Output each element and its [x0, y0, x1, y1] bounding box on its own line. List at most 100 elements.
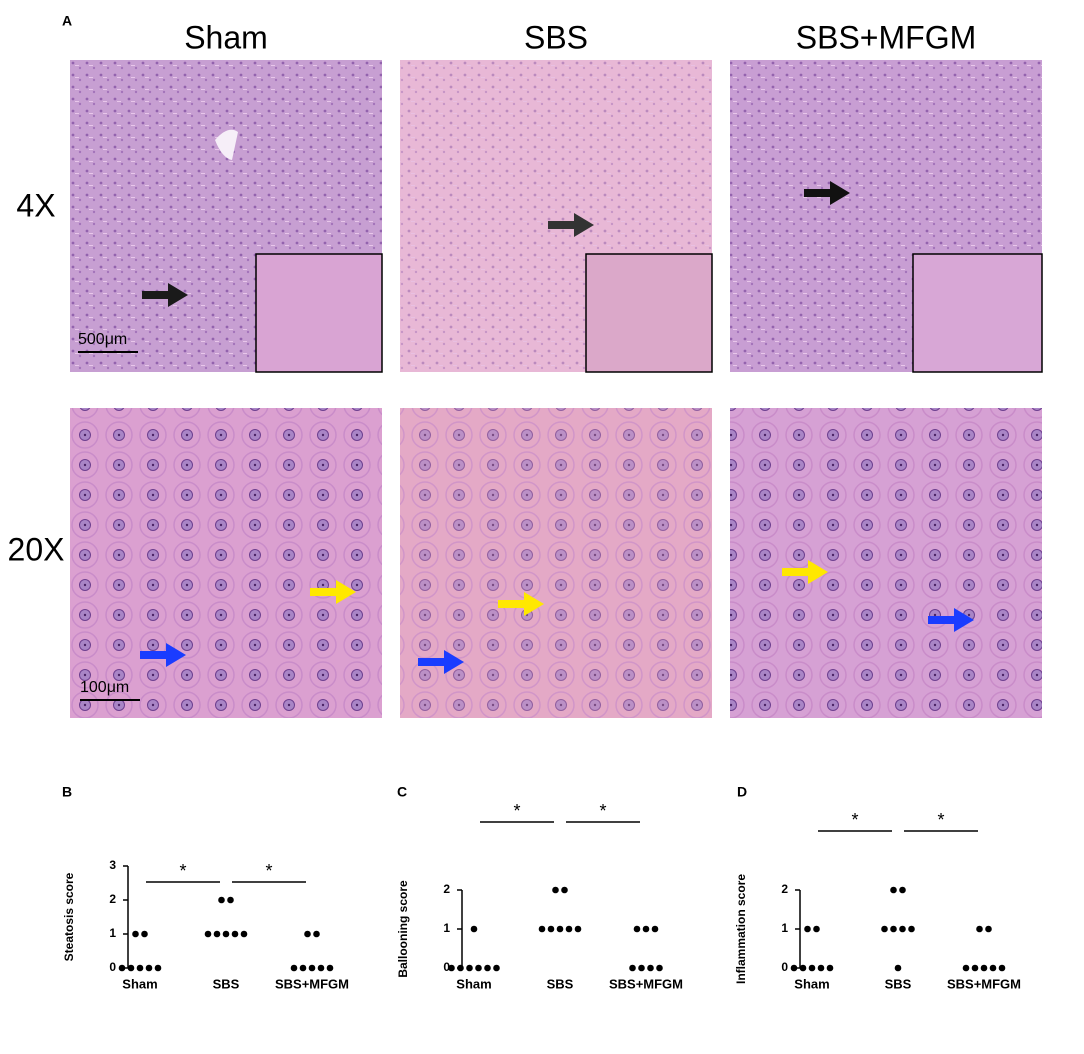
dot: [213, 930, 221, 938]
y-tick-label: 0: [443, 960, 450, 974]
panel-label: B: [62, 784, 72, 800]
dot: [647, 964, 654, 972]
dot: [493, 964, 500, 972]
dot: [881, 925, 888, 933]
dot: [448, 964, 455, 972]
dot: [475, 964, 482, 972]
dot: [299, 964, 307, 972]
inset: [912, 253, 1043, 373]
dot: [962, 964, 970, 972]
dot: [561, 886, 568, 894]
dot: [240, 930, 248, 938]
y-tick-label: 0: [109, 960, 116, 974]
dot: [574, 925, 582, 933]
panel-label: A: [62, 13, 72, 29]
panel-label: C: [397, 784, 407, 800]
x-tick-label: SBS: [885, 976, 912, 991]
dot: [457, 964, 464, 972]
significance-label: *: [513, 801, 520, 821]
dot: [538, 925, 546, 933]
dot: [227, 896, 234, 904]
dot: [989, 964, 997, 972]
dot: [145, 964, 153, 972]
dot: [908, 925, 915, 933]
dot: [290, 964, 298, 972]
dot: [556, 925, 564, 933]
x-tick-label: SBS: [547, 976, 574, 991]
dot: [890, 925, 897, 933]
x-tick-label: SBS+MFGM: [947, 976, 1021, 991]
dot: [899, 925, 906, 933]
inset: [585, 253, 713, 373]
x-tick-label: Sham: [456, 976, 491, 991]
row-label: 20X: [8, 531, 65, 567]
dot: [218, 896, 225, 904]
significance-label: *: [599, 801, 606, 821]
dot: [894, 964, 902, 972]
dot: [633, 925, 641, 933]
dot: [231, 930, 239, 938]
dot: [817, 964, 825, 972]
dot: [656, 964, 663, 972]
y-tick-label: 3: [109, 858, 116, 872]
dot: [899, 886, 906, 894]
dot: [118, 964, 126, 972]
dot: [985, 925, 992, 933]
column-title: SBS: [524, 19, 588, 55]
x-tick-label: SBS+MFGM: [275, 976, 349, 991]
dot: [132, 930, 139, 938]
significance-label: *: [937, 810, 944, 830]
dot: [466, 964, 473, 972]
micrographs: [70, 60, 1043, 718]
dot: [826, 964, 834, 972]
dot: [971, 964, 979, 972]
image-texture: [730, 408, 1042, 718]
dot: [154, 964, 162, 972]
y-tick-label: 2: [109, 892, 116, 906]
image-texture: [70, 408, 382, 718]
dot: [998, 964, 1006, 972]
scale-bar-label: 100μm: [80, 679, 129, 696]
y-tick-label: 2: [781, 882, 788, 896]
dot: [813, 925, 820, 933]
vessel: [215, 129, 238, 160]
dot: [304, 930, 311, 938]
y-axis-label: Ballooning score: [396, 880, 410, 978]
column-title: SBS+MFGM: [796, 19, 976, 55]
dot: [629, 964, 636, 972]
dot: [136, 964, 144, 972]
dot: [980, 964, 988, 972]
dot: [308, 964, 316, 972]
y-tick-label: 1: [443, 921, 450, 935]
dot: [651, 925, 659, 933]
dot: [976, 925, 983, 933]
dot: [317, 964, 325, 972]
dot: [638, 964, 645, 972]
dot: [204, 930, 212, 938]
panel-label: D: [737, 784, 747, 800]
dot: [484, 964, 491, 972]
x-tick-label: Sham: [122, 976, 157, 991]
dot: [565, 925, 573, 933]
x-tick-label: Sham: [794, 976, 829, 991]
dot: [470, 925, 478, 933]
scale-bar-label: 500μm: [78, 331, 127, 348]
dot: [326, 964, 334, 972]
dot: [790, 964, 798, 972]
dot: [552, 886, 559, 894]
dot: [127, 964, 135, 972]
dot: [547, 925, 555, 933]
y-tick-label: 2: [443, 882, 450, 896]
inset: [255, 253, 383, 373]
y-tick-label: 1: [109, 926, 116, 940]
y-tick-label: 0: [781, 960, 788, 974]
x-tick-label: SBS: [213, 976, 240, 991]
dot: [313, 930, 320, 938]
dot: [642, 925, 650, 933]
significance-label: *: [179, 861, 186, 881]
dot: [808, 964, 816, 972]
dot: [804, 925, 811, 933]
dot: [890, 886, 897, 894]
dot: [799, 964, 807, 972]
